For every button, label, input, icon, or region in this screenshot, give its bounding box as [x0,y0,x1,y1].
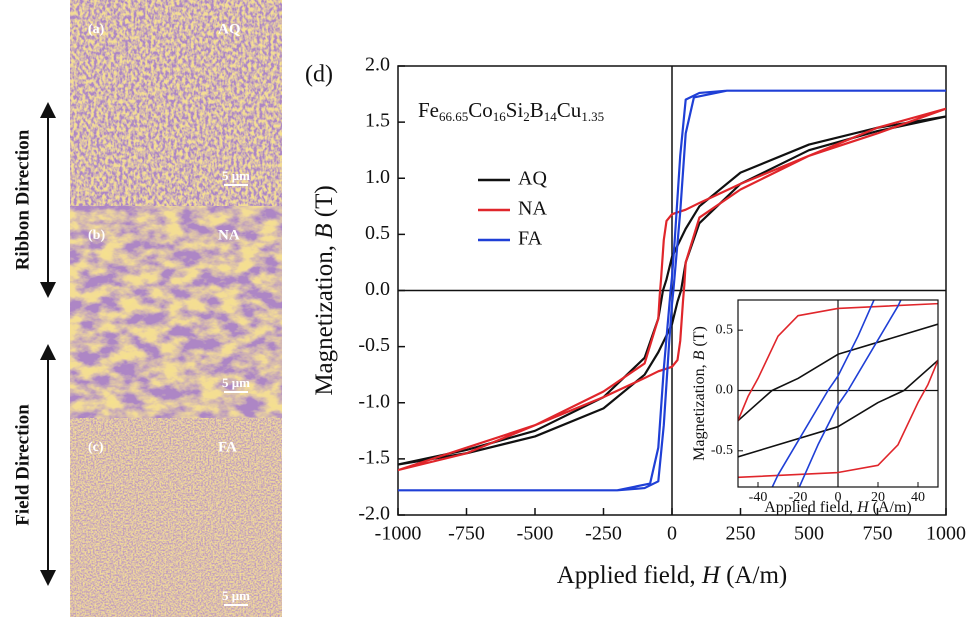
panel-label: (a) [88,22,105,37]
y-tick-label: -1.0 [358,390,390,412]
axis-title: Magnetization, B (T) [691,326,708,461]
scale-label: 5 μm [222,588,250,603]
text-part: 14 [544,109,558,124]
x-tick-label: -500 [517,523,554,545]
direction-label: Field Direction [12,404,33,526]
micrograph [70,418,282,617]
panel-label: (b) [88,228,105,243]
inset-x-tick-label: 40 [911,490,925,505]
panel-name: FA [218,439,237,455]
panel-name: NA [218,227,240,243]
x-tick-label: 250 [726,523,756,545]
y-tick-label: -0.5 [358,334,390,356]
text-part: Magnetization, [311,239,338,396]
text-part: H [701,562,722,589]
x-tick-label: 750 [863,523,893,545]
inset-x-tick-label: -40 [749,490,768,505]
text-part: Si [506,98,524,122]
inset-y-tick-label: 0.5 [716,322,734,337]
text-part: 16 [493,109,507,124]
chart-label: (d) [305,62,333,88]
loop-line [738,302,938,479]
inset-y-tick-label: 0.0 [716,383,734,398]
y-tick-label: 1.5 [365,110,390,132]
micrograph [70,0,282,206]
loop-line [771,300,902,487]
text-part: (A/m) [720,562,787,589]
text-part: B [691,350,708,360]
x-tick-label: -250 [585,523,622,545]
scale-label: 5 μm [222,375,250,390]
legend-label: NA [518,198,547,220]
text-part: Applied field, [557,562,702,589]
series-group [398,89,946,492]
legend-label: AQ [518,168,547,190]
text-part: 66.65 [439,109,468,124]
axis-title: Magnetization, B (T) [311,185,338,395]
text-part: Applied field, [764,499,857,516]
series-group [738,300,938,487]
inset-x-tick-label: -20 [789,490,808,505]
x-tick-label: -750 [448,523,485,545]
loop-line [398,89,946,492]
y-tick-label: 1.0 [365,166,390,188]
text-part: Co [468,98,493,122]
x-tick-label: -1000 [375,523,422,545]
micrograph [70,206,282,418]
y-tick-label: -2.0 [358,503,390,525]
panel-name: AQ [218,21,241,37]
y-tick-label: 0.5 [365,222,390,244]
text-part: Fe [418,98,439,122]
inset-x-tick-label: 20 [871,490,885,505]
panel-label: (c) [88,440,104,455]
text-part: B [311,223,338,238]
text-part: Cu [557,98,582,122]
x-tick-label: 1000 [926,523,966,545]
axis-title: Applied field, H (A/m) [764,499,912,516]
y-tick-label: 2.0 [365,54,390,76]
y-tick-label: 0.0 [365,278,390,300]
formula: Fe66.65Co16Si2B14Cu1.35 [418,98,604,124]
legend-label: FA [518,228,543,250]
axis-title: Applied field, H (A/m) [557,562,788,589]
direction-label: Ribbon Direction [12,129,33,270]
x-tick-label: 0 [667,523,677,545]
text-part: 1.35 [581,109,604,124]
text-part: Magnetization, [691,360,708,460]
text-part: H [856,499,870,516]
text-part: 2 [523,109,530,124]
inset-x-tick-label: 0 [835,490,842,505]
y-tick-label: -1.5 [358,446,390,468]
text-part: (A/m) [869,499,912,516]
scale-label: 5 μm [222,168,250,183]
text-part: (T) [691,326,708,350]
text-part: B [530,98,544,122]
x-tick-label: 500 [794,523,824,545]
inset-y-tick-label: -0.5 [711,443,733,458]
text-part: (T) [311,185,338,223]
